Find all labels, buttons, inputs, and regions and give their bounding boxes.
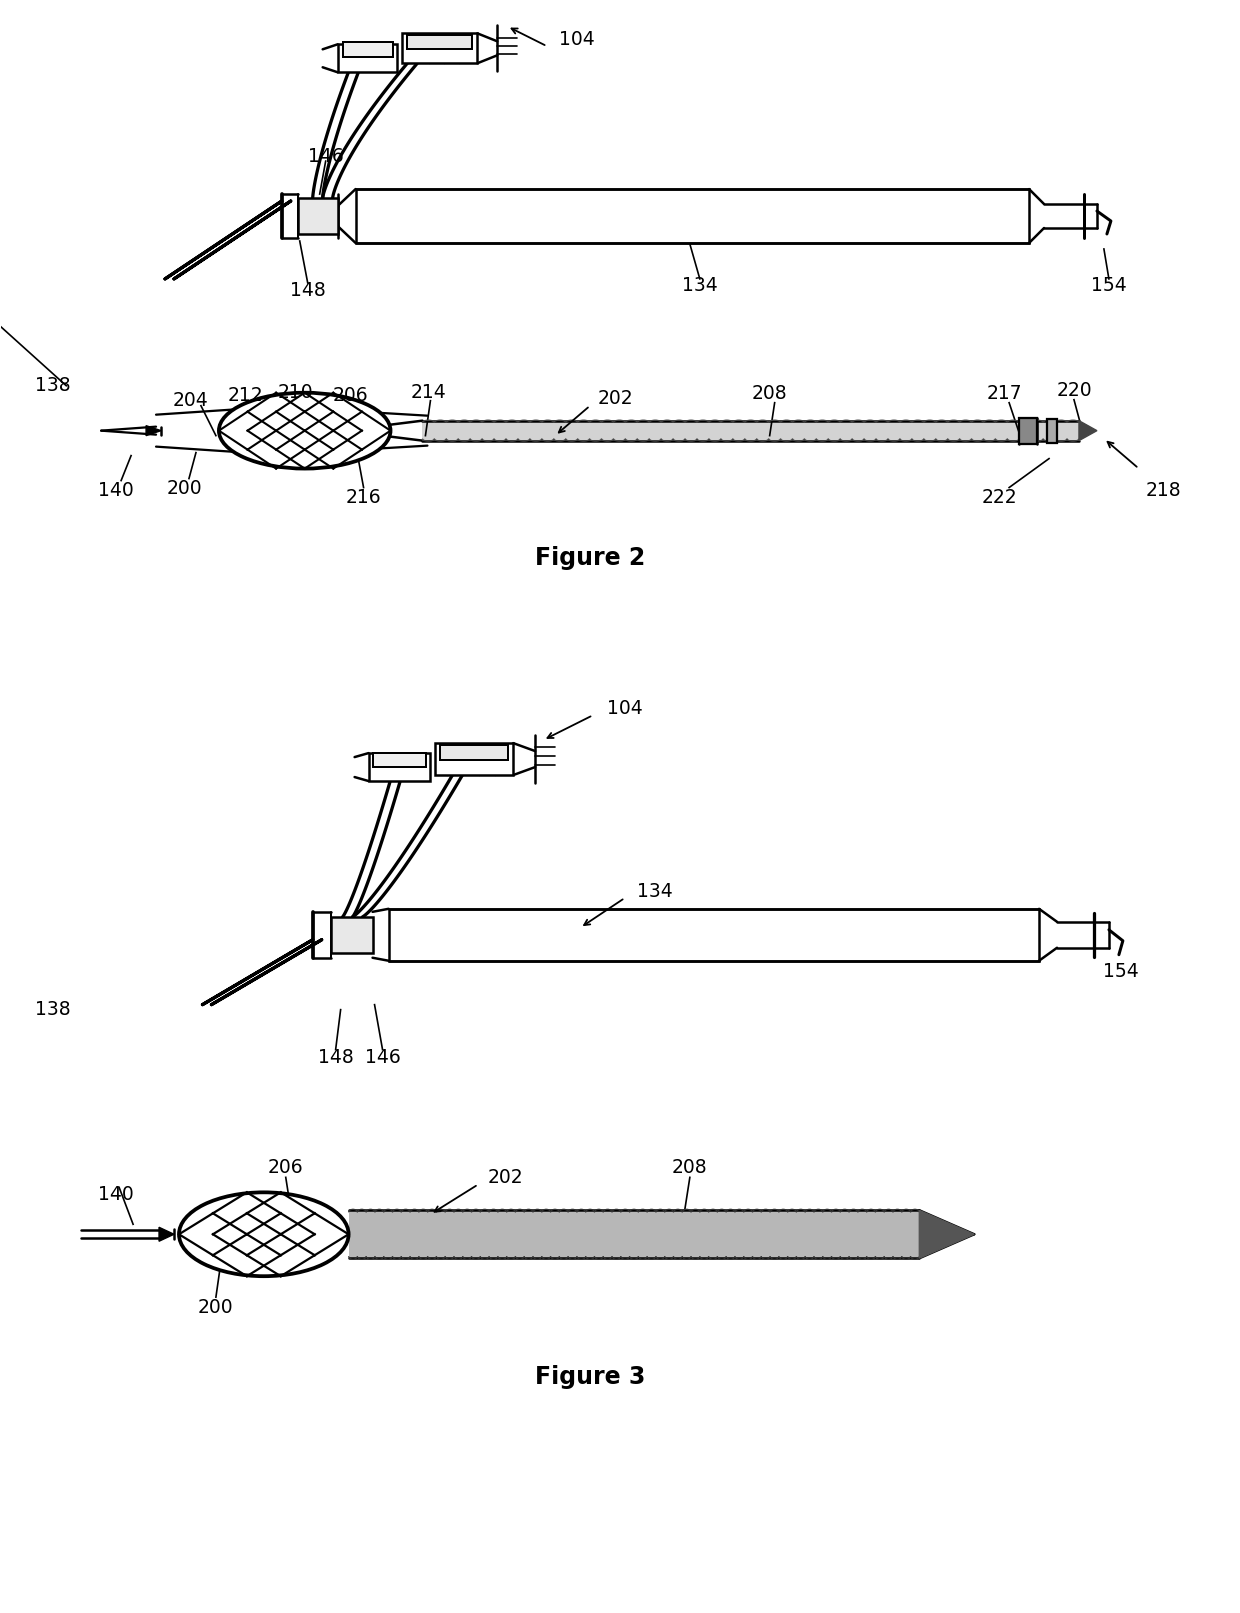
Bar xyxy=(368,753,430,781)
Text: 140: 140 xyxy=(98,1186,134,1203)
Text: 104: 104 xyxy=(608,698,642,718)
Ellipse shape xyxy=(219,392,391,469)
Text: 138: 138 xyxy=(36,1000,71,1019)
Text: 206: 206 xyxy=(332,386,368,405)
Text: 210: 210 xyxy=(278,384,314,402)
Polygon shape xyxy=(146,426,161,436)
Text: 154: 154 xyxy=(1104,963,1138,981)
Text: 202: 202 xyxy=(598,389,632,408)
Text: 146: 146 xyxy=(308,147,343,166)
Bar xyxy=(403,34,477,63)
Text: 148: 148 xyxy=(317,1048,353,1068)
Text: 217: 217 xyxy=(986,384,1022,403)
Bar xyxy=(435,744,513,776)
Ellipse shape xyxy=(179,1192,348,1276)
Text: 206: 206 xyxy=(268,1158,304,1177)
Text: 140: 140 xyxy=(98,481,134,500)
Bar xyxy=(348,1210,919,1258)
Bar xyxy=(337,44,398,73)
Text: 218: 218 xyxy=(1146,481,1182,500)
Text: 208: 208 xyxy=(672,1158,708,1177)
Text: 212: 212 xyxy=(228,386,264,405)
Bar xyxy=(1047,419,1056,442)
Text: 134: 134 xyxy=(682,276,718,295)
Bar xyxy=(331,916,372,953)
Text: 208: 208 xyxy=(751,384,787,403)
Text: 214: 214 xyxy=(410,384,446,402)
Text: 104: 104 xyxy=(559,29,595,48)
Polygon shape xyxy=(159,1227,174,1242)
Text: Figure 2: Figure 2 xyxy=(534,547,645,571)
Polygon shape xyxy=(1079,421,1097,440)
Text: 200: 200 xyxy=(166,479,202,498)
Bar xyxy=(388,908,1039,961)
Text: 220: 220 xyxy=(1056,381,1091,400)
Text: 134: 134 xyxy=(637,882,673,902)
Text: Figure 3: Figure 3 xyxy=(534,1365,645,1389)
Bar xyxy=(356,189,1029,244)
Polygon shape xyxy=(919,1210,975,1258)
Bar xyxy=(372,753,427,768)
Text: 138: 138 xyxy=(36,376,71,395)
Text: 204: 204 xyxy=(174,392,208,410)
Text: 148: 148 xyxy=(290,281,326,300)
Text: 216: 216 xyxy=(346,489,382,506)
Bar xyxy=(342,42,393,58)
Text: 222: 222 xyxy=(981,489,1017,506)
Bar xyxy=(298,198,337,234)
Text: 154: 154 xyxy=(1091,276,1127,295)
Bar xyxy=(408,35,472,50)
Bar xyxy=(440,745,508,760)
Text: 202: 202 xyxy=(487,1168,523,1187)
Bar xyxy=(423,421,1079,440)
Text: 200: 200 xyxy=(198,1297,233,1316)
Bar xyxy=(1019,418,1037,444)
Text: 146: 146 xyxy=(365,1048,401,1068)
